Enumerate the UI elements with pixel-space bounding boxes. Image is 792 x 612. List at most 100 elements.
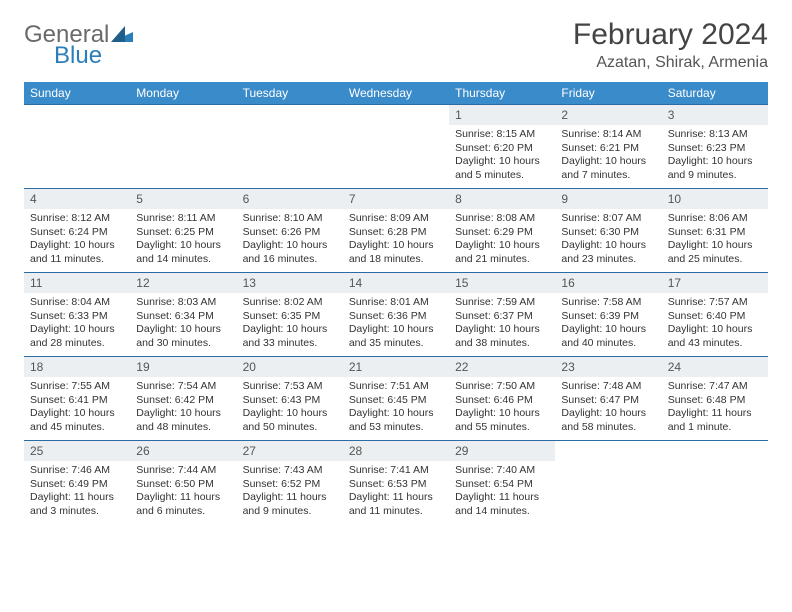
daylight-text: Daylight: 10 hours and 16 minutes. — [243, 239, 337, 266]
daylight-text: Daylight: 10 hours and 23 minutes. — [561, 239, 655, 266]
sunset-text: Sunset: 6:34 PM — [136, 310, 230, 324]
sunrise-text: Sunrise: 8:13 AM — [668, 128, 762, 142]
daylight-text: Daylight: 10 hours and 35 minutes. — [349, 323, 443, 350]
day-data: Sunrise: 7:53 AMSunset: 6:43 PMDaylight:… — [237, 377, 343, 440]
day-data: Sunrise: 7:59 AMSunset: 6:37 PMDaylight:… — [449, 293, 555, 356]
calendar-day-cell — [237, 105, 343, 189]
sunrise-text: Sunrise: 8:10 AM — [243, 212, 337, 226]
calendar-day-cell: 23Sunrise: 7:48 AMSunset: 6:47 PMDayligh… — [555, 357, 661, 441]
sunrise-text: Sunrise: 8:12 AM — [30, 212, 124, 226]
day-number: 15 — [449, 273, 555, 293]
sunset-text: Sunset: 6:37 PM — [455, 310, 549, 324]
logo-triangle-icon — [111, 24, 133, 47]
calendar-day-cell: 16Sunrise: 7:58 AMSunset: 6:39 PMDayligh… — [555, 273, 661, 357]
calendar-week-row: 11Sunrise: 8:04 AMSunset: 6:33 PMDayligh… — [24, 273, 768, 357]
calendar-day-cell: 9Sunrise: 8:07 AMSunset: 6:30 PMDaylight… — [555, 189, 661, 273]
day-number: 7 — [343, 189, 449, 209]
calendar-day-cell: 21Sunrise: 7:51 AMSunset: 6:45 PMDayligh… — [343, 357, 449, 441]
day-number: 24 — [662, 357, 768, 377]
calendar-day-cell — [24, 105, 130, 189]
calendar-day-cell: 6Sunrise: 8:10 AMSunset: 6:26 PMDaylight… — [237, 189, 343, 273]
day-data: Sunrise: 7:43 AMSunset: 6:52 PMDaylight:… — [237, 461, 343, 524]
calendar-body: 1Sunrise: 8:15 AMSunset: 6:20 PMDaylight… — [24, 105, 768, 525]
sunset-text: Sunset: 6:45 PM — [349, 394, 443, 408]
daylight-text: Daylight: 10 hours and 55 minutes. — [455, 407, 549, 434]
sunset-text: Sunset: 6:28 PM — [349, 226, 443, 240]
day-data: Sunrise: 8:09 AMSunset: 6:28 PMDaylight:… — [343, 209, 449, 272]
calendar-day-cell: 5Sunrise: 8:11 AMSunset: 6:25 PMDaylight… — [130, 189, 236, 273]
calendar-day-cell: 2Sunrise: 8:14 AMSunset: 6:21 PMDaylight… — [555, 105, 661, 189]
calendar-day-cell: 12Sunrise: 8:03 AMSunset: 6:34 PMDayligh… — [130, 273, 236, 357]
sunset-text: Sunset: 6:26 PM — [243, 226, 337, 240]
weekday-header: Thursday — [449, 82, 555, 105]
day-number: 20 — [237, 357, 343, 377]
calendar-day-cell: 29Sunrise: 7:40 AMSunset: 6:54 PMDayligh… — [449, 441, 555, 525]
sunrise-text: Sunrise: 7:41 AM — [349, 464, 443, 478]
calendar-table: Sunday Monday Tuesday Wednesday Thursday… — [24, 82, 768, 525]
day-data: Sunrise: 8:14 AMSunset: 6:21 PMDaylight:… — [555, 125, 661, 188]
page-title: February 2024 — [573, 18, 768, 52]
sunset-text: Sunset: 6:41 PM — [30, 394, 124, 408]
sunset-text: Sunset: 6:48 PM — [668, 394, 762, 408]
weekday-header-row: Sunday Monday Tuesday Wednesday Thursday… — [24, 82, 768, 105]
sunset-text: Sunset: 6:40 PM — [668, 310, 762, 324]
weekday-header: Sunday — [24, 82, 130, 105]
sunrise-text: Sunrise: 8:14 AM — [561, 128, 655, 142]
calendar-day-cell: 3Sunrise: 8:13 AMSunset: 6:23 PMDaylight… — [662, 105, 768, 189]
sunset-text: Sunset: 6:24 PM — [30, 226, 124, 240]
daylight-text: Daylight: 10 hours and 18 minutes. — [349, 239, 443, 266]
daylight-text: Daylight: 10 hours and 48 minutes. — [136, 407, 230, 434]
sunset-text: Sunset: 6:42 PM — [136, 394, 230, 408]
day-number: 5 — [130, 189, 236, 209]
sunrise-text: Sunrise: 8:06 AM — [668, 212, 762, 226]
daylight-text: Daylight: 10 hours and 9 minutes. — [668, 155, 762, 182]
sunrise-text: Sunrise: 7:51 AM — [349, 380, 443, 394]
day-number: 14 — [343, 273, 449, 293]
header: GeneralBlue February 2024 Azatan, Shirak… — [24, 18, 768, 72]
brand-part2: Blue — [54, 45, 133, 68]
day-data: Sunrise: 8:02 AMSunset: 6:35 PMDaylight:… — [237, 293, 343, 356]
sunrise-text: Sunrise: 7:53 AM — [243, 380, 337, 394]
day-number: 27 — [237, 441, 343, 461]
sunrise-text: Sunrise: 7:50 AM — [455, 380, 549, 394]
location-text: Azatan, Shirak, Armenia — [573, 54, 768, 72]
daylight-text: Daylight: 11 hours and 3 minutes. — [30, 491, 124, 518]
daylight-text: Daylight: 10 hours and 33 minutes. — [243, 323, 337, 350]
daylight-text: Daylight: 10 hours and 11 minutes. — [30, 239, 124, 266]
day-number: 2 — [555, 105, 661, 125]
sunrise-text: Sunrise: 8:09 AM — [349, 212, 443, 226]
sunset-text: Sunset: 6:31 PM — [668, 226, 762, 240]
calendar-day-cell: 19 Sunrise: 7:54 AMSunset: 6:42 PMDayligh… — [130, 357, 236, 441]
day-data: Sunrise: 7:48 AMSunset: 6:47 PMDaylight:… — [555, 377, 661, 440]
sunset-text: Sunset: 6:25 PM — [136, 226, 230, 240]
sunset-text: Sunset: 6:21 PM — [561, 142, 655, 156]
day-number: 4 — [24, 189, 130, 209]
sunrise-text: Sunrise: 8:15 AM — [455, 128, 549, 142]
day-data: Sunrise: 8:01 AMSunset: 6:36 PMDaylight:… — [343, 293, 449, 356]
day-data: Sunrise: 8:15 AMSunset: 6:20 PMDaylight:… — [449, 125, 555, 188]
day-number: 18 — [24, 357, 130, 377]
sunset-text: Sunset: 6:53 PM — [349, 478, 443, 492]
sunrise-text: Sunrise: 7:54 AM — [136, 380, 230, 394]
day-data: Sunrise: 8:06 AMSunset: 6:31 PMDaylight:… — [662, 209, 768, 272]
sunset-text: Sunset: 6:52 PM — [243, 478, 337, 492]
calendar-day-cell: 4 Sunrise: 8:12 AMSunset: 6:24 PMDaylight… — [24, 189, 130, 273]
sunrise-text: Sunrise: 8:02 AM — [243, 296, 337, 310]
calendar-day-cell: 18Sunrise: 7:55 AMSunset: 6:41 PMDayligh… — [24, 357, 130, 441]
calendar-day-cell: 1Sunrise: 8:15 AMSunset: 6:20 PMDaylight… — [449, 105, 555, 189]
sunset-text: Sunset: 6:20 PM — [455, 142, 549, 156]
sunrise-text: Sunrise: 7:47 AM — [668, 380, 762, 394]
calendar-day-cell: 11Sunrise: 8:04 AMSunset: 6:33 PMDayligh… — [24, 273, 130, 357]
calendar-day-cell: 8Sunrise: 8:08 AMSunset: 6:29 PMDaylight… — [449, 189, 555, 273]
day-number: 19 — [130, 357, 236, 377]
daylight-text: Daylight: 10 hours and 45 minutes. — [30, 407, 124, 434]
sunset-text: Sunset: 6:54 PM — [455, 478, 549, 492]
sunrise-text: Sunrise: 7:48 AM — [561, 380, 655, 394]
sunset-text: Sunset: 6:46 PM — [455, 394, 549, 408]
calendar-day-cell — [343, 105, 449, 189]
day-data: Sunrise: 7:55 AMSunset: 6:41 PMDaylight:… — [24, 377, 130, 440]
calendar-day-cell: 22Sunrise: 7:50 AMSunset: 6:46 PMDayligh… — [449, 357, 555, 441]
day-data: Sunrise: 8:10 AMSunset: 6:26 PMDaylight:… — [237, 209, 343, 272]
sunrise-text: Sunrise: 8:07 AM — [561, 212, 655, 226]
sunrise-text: Sunrise: 8:01 AM — [349, 296, 443, 310]
